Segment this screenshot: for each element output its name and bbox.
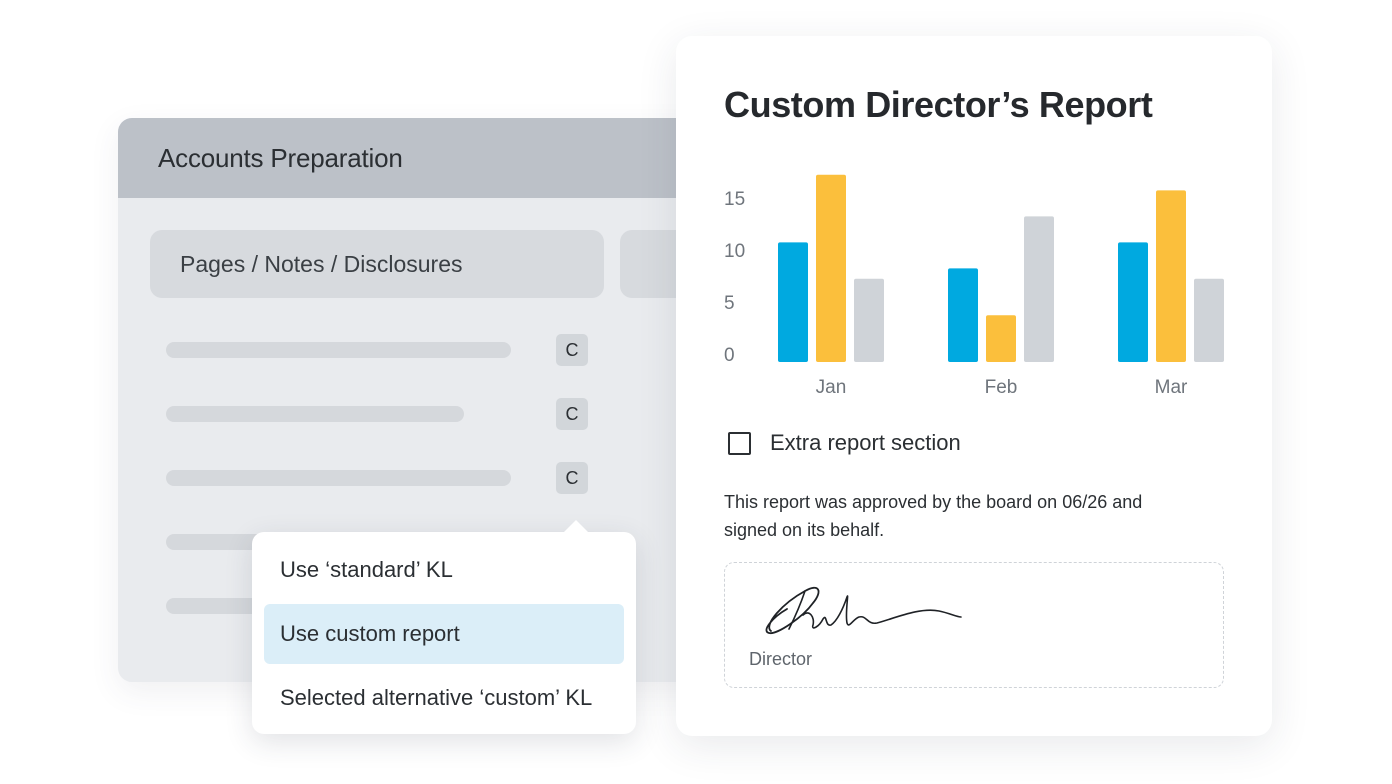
- bar-mar-series-3: [1194, 278, 1224, 362]
- dropdown-item-alternative-custom-kl[interactable]: Selected alternative ‘custom’ KL: [280, 685, 593, 710]
- bar-feb-series-1: [948, 268, 978, 362]
- y-tick-label: 10: [724, 241, 745, 262]
- extra-section-checkbox[interactable]: [728, 431, 751, 455]
- bar-jan-series-2: [816, 174, 846, 362]
- bar-jan-series-1: [778, 242, 808, 362]
- c-badge[interactable]: C: [556, 462, 588, 494]
- checkbox-label: Extra report section: [770, 430, 961, 455]
- dropdown-item-custom-report[interactable]: Use custom report: [264, 604, 624, 664]
- x-tick-label: Jan: [816, 377, 847, 398]
- x-tick-label: Feb: [985, 377, 1018, 398]
- monthly-bar-chart: 0 5 10 15 Jan Feb Mar: [724, 174, 1224, 398]
- tab-label: Pages / Notes / Disclosures: [180, 250, 463, 277]
- c-badge[interactable]: C: [556, 398, 588, 430]
- panel-header: Accounts Preparation: [118, 118, 758, 198]
- bar-feb-series-2: [986, 315, 1016, 362]
- report-title: Custom Director’s Report: [724, 84, 1153, 125]
- bar-mar-series-1: [1118, 242, 1148, 362]
- bar-jan-series-3: [854, 278, 884, 362]
- signature-label: Director: [749, 649, 813, 669]
- y-tick-label: 0: [724, 345, 735, 366]
- report-options-dropdown: Use ‘standard’ KL Use custom report Sele…: [252, 520, 636, 734]
- dropdown-item-standard-kl[interactable]: Use ‘standard’ KL: [280, 557, 453, 582]
- bar-feb-series-3: [1024, 216, 1054, 362]
- approval-statement: This report was approved by the board on…: [724, 492, 1143, 540]
- panel-title: Accounts Preparation: [158, 142, 403, 173]
- signature-box: Director: [724, 562, 1224, 688]
- director-report-card: Custom Director’s Report 0 5 10 15 Jan Feb Mar…: [676, 36, 1272, 736]
- y-tick-label: 5: [724, 293, 735, 314]
- signature-image: [765, 586, 962, 634]
- list-item-placeholder: [166, 470, 511, 486]
- dropdown-pointer: [563, 520, 589, 533]
- extra-section-option[interactable]: Extra report section: [728, 430, 961, 456]
- tab-pages-notes-disclosures[interactable]: Pages / Notes / Disclosures: [150, 230, 604, 298]
- y-tick-label: 15: [724, 189, 745, 210]
- bar-mar-series-2: [1156, 190, 1186, 362]
- list-item-placeholder: [166, 342, 511, 358]
- x-tick-label: Mar: [1155, 377, 1188, 398]
- list-item-placeholder: [166, 406, 464, 422]
- c-badge[interactable]: C: [556, 334, 588, 366]
